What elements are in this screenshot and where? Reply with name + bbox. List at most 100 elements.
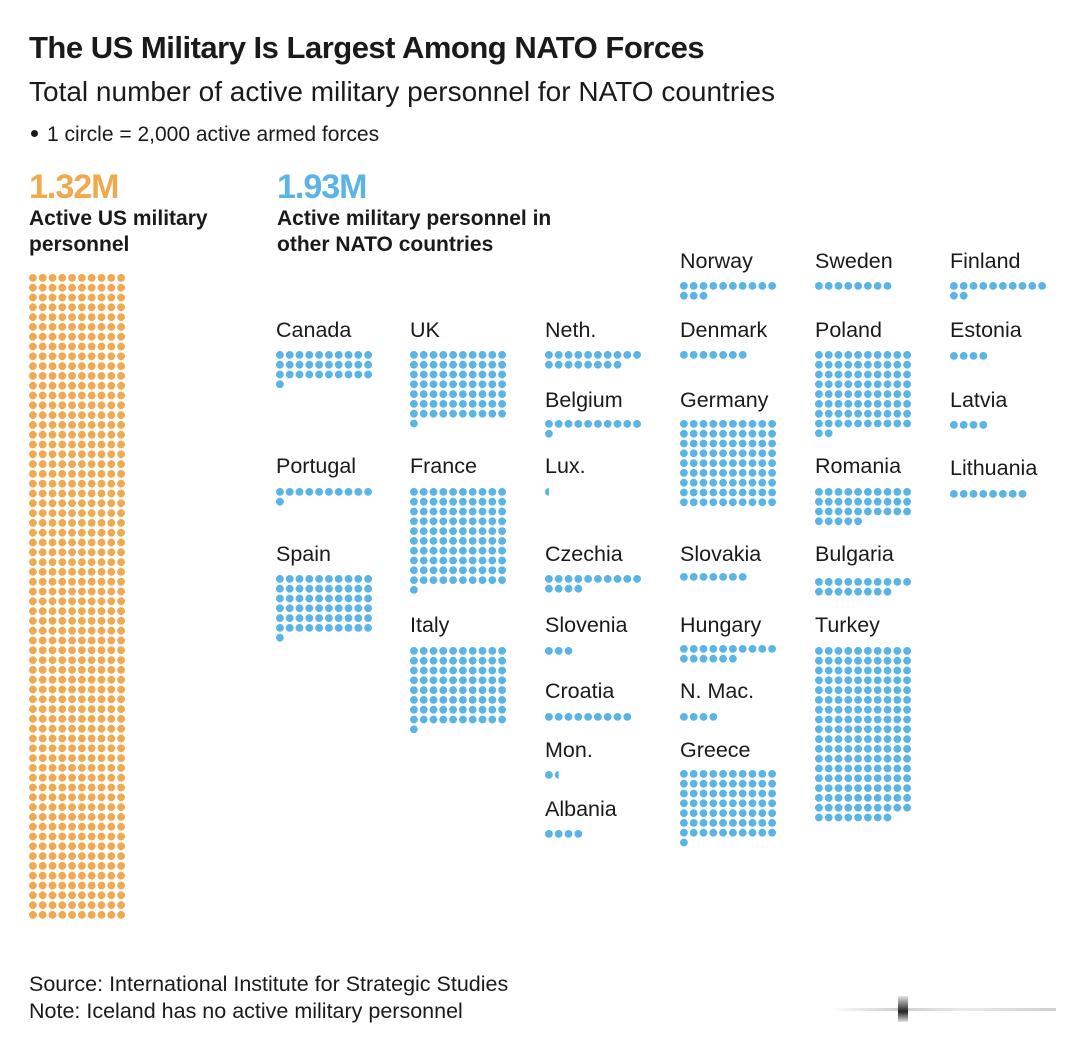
- us-dot: [29, 666, 37, 674]
- country-poland-dot: [824, 419, 833, 428]
- us-dot: [87, 773, 96, 782]
- us-dot: [38, 656, 47, 664]
- us-dot: [107, 852, 116, 860]
- country-greece-dot: [748, 789, 757, 798]
- country-germany-dot: [738, 439, 747, 448]
- us-dot: [29, 862, 37, 870]
- country-canada-dot: [315, 351, 323, 359]
- country-germany-dot: [699, 459, 708, 467]
- us-dot: [58, 705, 67, 713]
- country-greece-dot: [719, 779, 727, 788]
- country-france-dot: [439, 507, 448, 516]
- us-dot: [58, 891, 67, 900]
- us-dot: [58, 568, 67, 576]
- country-spain-dot: [305, 575, 314, 583]
- us-dot: [58, 666, 67, 674]
- legend-text: 1 circle = 2,000 active armed forces: [47, 123, 380, 146]
- us-dot: [58, 323, 67, 331]
- us-dot: [38, 401, 47, 410]
- us-dot: [97, 862, 106, 870]
- country-sweden-dot: [883, 282, 892, 290]
- us-dot: [68, 852, 76, 860]
- country-turkey-dot: [864, 735, 872, 743]
- us-dot: [107, 587, 116, 596]
- country-greece-dot: [699, 789, 708, 798]
- country-uk-dot: [410, 400, 418, 408]
- us-dot: [29, 323, 37, 331]
- country-italy-dot: [419, 666, 428, 675]
- country-hungary-dot: [680, 645, 688, 653]
- country-germany-dot: [738, 429, 747, 438]
- country-neth-dot: [554, 351, 563, 359]
- country-greece-dot: [748, 779, 757, 788]
- country-spain-dot: [285, 594, 294, 603]
- us-dot: [29, 646, 37, 655]
- country-turkey-dot: [873, 715, 882, 724]
- country-spain-dot: [364, 575, 372, 583]
- country-canada-dot: [315, 370, 323, 379]
- country-greece-dot: [689, 799, 698, 808]
- us-dot: [87, 734, 96, 743]
- country-slovakia-dot: [738, 573, 747, 581]
- country-turkey-dot: [873, 705, 882, 714]
- country-uk-dot: [488, 380, 497, 389]
- country-turkey-dot: [903, 803, 911, 812]
- country-greece-dot: [738, 819, 747, 827]
- us-dot: [117, 440, 125, 449]
- country-canada-dot: [295, 351, 304, 359]
- us-dot: [87, 783, 96, 792]
- country-france-dot: [459, 546, 467, 555]
- country-czechia-dot: [564, 584, 573, 593]
- country-france-dot: [439, 576, 448, 584]
- country-greece-dot: [689, 828, 698, 837]
- us-dot: [117, 499, 125, 508]
- us-dot: [107, 607, 116, 615]
- country-greece-dot: [719, 799, 727, 808]
- country-poland-dot: [854, 390, 862, 398]
- country-germany-dot: [719, 459, 727, 467]
- us-dot: [38, 568, 47, 576]
- us-dot: [78, 283, 86, 292]
- us-dot: [29, 274, 37, 282]
- country-italy-dot: [439, 705, 448, 714]
- country-canada-dot: [364, 360, 372, 369]
- country-turkey-dot: [854, 666, 862, 675]
- country-uk-dot: [439, 400, 448, 408]
- country-greece-dot: [729, 779, 737, 788]
- us-dot: [87, 646, 96, 655]
- country-denmark-dots: [680, 351, 747, 359]
- country-poland-dot: [893, 351, 902, 359]
- country-romania-dot: [815, 497, 823, 506]
- country-turkey-dot: [893, 764, 902, 773]
- us-dot: [58, 675, 67, 684]
- country-neth-dot: [613, 351, 622, 359]
- country-turkey-dot: [893, 774, 902, 783]
- us-dot: [38, 509, 47, 517]
- us-dot: [87, 528, 96, 537]
- us-dot: [29, 293, 37, 302]
- country-spain-dot: [364, 584, 372, 593]
- country-canada-dot: [334, 351, 343, 359]
- country-germany-dot: [729, 459, 737, 467]
- country-germany-dot: [689, 459, 698, 467]
- us-dot: [58, 734, 67, 743]
- us-dot: [87, 617, 96, 625]
- us-dot: [78, 509, 86, 517]
- us-dot: [38, 871, 47, 880]
- country-poland-dot: [815, 351, 823, 359]
- us-dot: [58, 489, 67, 498]
- country-greece-dot: [699, 779, 708, 788]
- us-dot: [48, 411, 57, 419]
- us-dot: [117, 283, 125, 292]
- country-turkey-dot: [893, 705, 902, 714]
- us-dot: [97, 489, 106, 498]
- us-dot: [58, 528, 67, 537]
- country-turkey-dot: [873, 813, 882, 822]
- us-dot: [107, 715, 116, 723]
- us-dot: [107, 362, 116, 370]
- country-czechia-dot: [613, 575, 622, 583]
- us-dot: [68, 773, 76, 782]
- us-dot: [48, 519, 57, 527]
- us-dot: [78, 342, 86, 351]
- us-dot: [117, 391, 125, 400]
